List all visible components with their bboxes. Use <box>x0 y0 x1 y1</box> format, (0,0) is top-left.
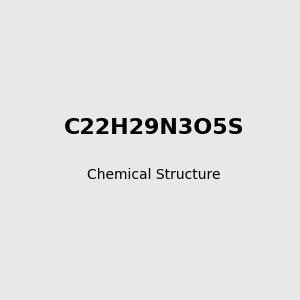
Text: C22H29N3O5S: C22H29N3O5S <box>63 118 244 138</box>
Text: Chemical Structure: Chemical Structure <box>87 168 220 182</box>
